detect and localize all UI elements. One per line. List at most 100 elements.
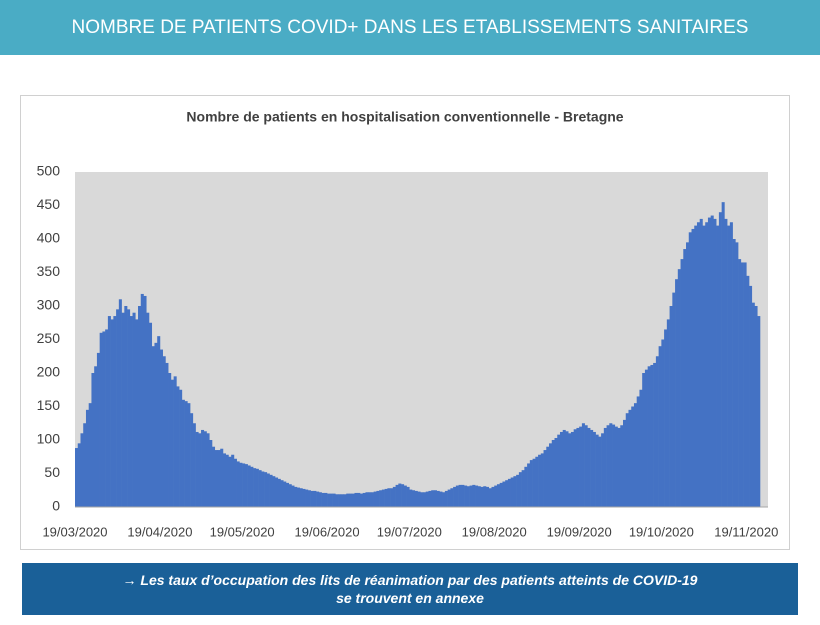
bar: [636, 396, 640, 507]
bar: [376, 490, 380, 507]
bar: [507, 478, 511, 507]
bar: [83, 423, 87, 507]
bar: [450, 488, 454, 507]
bar: [335, 494, 339, 507]
bar: [653, 362, 657, 507]
bar: [576, 427, 580, 507]
bar: [102, 331, 106, 507]
bar: [757, 316, 761, 507]
bar: [403, 485, 407, 507]
y-tick-label: 150: [37, 397, 61, 413]
bar: [258, 470, 262, 507]
bar: [302, 488, 306, 507]
bar: [253, 468, 257, 507]
bar: [505, 480, 509, 507]
bar: [305, 489, 309, 507]
bar: [146, 312, 150, 507]
bar: [135, 319, 139, 507]
y-tick-label: 450: [37, 196, 61, 212]
y-tick-label: 500: [37, 163, 61, 179]
bar: [165, 362, 169, 507]
bar: [187, 403, 191, 507]
x-tick-label: 19/08/2020: [462, 524, 527, 539]
bar: [192, 423, 196, 507]
bar: [614, 426, 618, 507]
bar: [568, 433, 572, 507]
bar: [436, 490, 440, 507]
bar: [75, 448, 79, 507]
bar: [727, 225, 731, 507]
bar: [184, 401, 188, 507]
bar: [543, 450, 547, 507]
bar: [691, 228, 695, 507]
bar: [749, 285, 753, 507]
bar: [206, 433, 210, 507]
bar: [406, 486, 410, 507]
bar: [688, 232, 692, 508]
bar: [316, 491, 320, 507]
bar: [283, 481, 287, 507]
bar: [680, 259, 684, 507]
bar: [425, 491, 429, 507]
bar: [220, 448, 224, 507]
bar: [368, 492, 372, 507]
bar: [754, 306, 758, 507]
bar: [551, 440, 555, 507]
y-tick-label: 100: [37, 431, 61, 447]
bar: [529, 460, 533, 507]
bar: [288, 484, 292, 507]
bar: [91, 373, 95, 507]
bar: [231, 454, 235, 507]
bar: [225, 454, 229, 507]
bar: [724, 218, 728, 507]
bar: [247, 465, 251, 507]
bar: [392, 486, 396, 507]
bar: [118, 299, 122, 507]
bar: [590, 429, 594, 507]
bar: [477, 486, 481, 507]
bar: [546, 446, 550, 507]
bar: [132, 312, 136, 507]
bar: [527, 463, 531, 507]
bar: [620, 425, 624, 507]
bar: [250, 466, 254, 507]
bar: [661, 339, 665, 507]
bar: [633, 403, 637, 507]
bar: [592, 431, 596, 507]
bar: [329, 493, 333, 507]
bar: [559, 431, 564, 507]
chart: Nombre de patients en hospitalisation co…: [37, 109, 779, 540]
bar: [170, 379, 174, 507]
bar: [384, 488, 388, 507]
bar: [318, 492, 322, 507]
bar: [129, 316, 133, 507]
bar: [729, 222, 733, 507]
x-tick-label: 19/11/2020: [714, 524, 778, 539]
bar: [261, 471, 265, 507]
bar: [390, 488, 394, 507]
bar: [518, 472, 522, 507]
bar: [496, 484, 500, 507]
bar: [214, 450, 218, 507]
bar: [664, 329, 668, 507]
bar: [395, 484, 399, 507]
bar: [94, 366, 98, 507]
footer-line: → Les taux d’occupation des lits de réan…: [122, 572, 698, 588]
bar: [201, 429, 205, 507]
bar: [299, 488, 303, 507]
x-tick-label: 19/09/2020: [547, 524, 612, 539]
bar: [255, 468, 259, 507]
bar: [379, 490, 383, 507]
bar: [190, 413, 194, 507]
bar: [683, 249, 687, 508]
bar: [655, 356, 659, 507]
bar: [198, 433, 202, 507]
bar: [332, 493, 336, 507]
bar: [362, 492, 366, 507]
bar: [313, 490, 317, 507]
bar: [233, 458, 237, 507]
bar: [269, 474, 273, 507]
bar: [669, 306, 673, 507]
bar: [617, 427, 621, 507]
